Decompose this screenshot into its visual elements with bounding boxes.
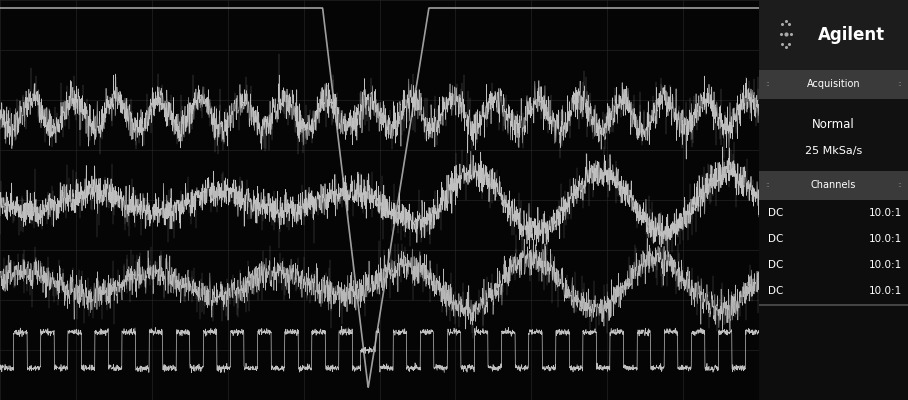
Text: Acquisition: Acquisition	[806, 80, 861, 90]
Text: 10.0:1: 10.0:1	[869, 208, 902, 218]
Text: Channels: Channels	[811, 180, 856, 190]
Text: ::: ::	[765, 182, 770, 188]
Text: DC: DC	[768, 286, 784, 296]
Text: DC: DC	[768, 208, 784, 218]
Text: 10.0:1: 10.0:1	[869, 234, 902, 244]
Bar	[759, 0, 908, 70]
Text: 25 MkSa/s: 25 MkSa/s	[804, 146, 863, 156]
Bar	[759, 99, 908, 171]
Text: Normal: Normal	[812, 118, 855, 130]
Text: DC: DC	[768, 260, 784, 270]
Text: ::: ::	[897, 82, 902, 88]
Text: ::: ::	[897, 182, 902, 188]
Text: 10.0:1: 10.0:1	[869, 286, 902, 296]
Bar	[759, 171, 908, 200]
Bar	[759, 70, 908, 99]
Text: ::: ::	[765, 82, 770, 88]
Bar	[759, 304, 908, 306]
Text: Agilent: Agilent	[818, 26, 885, 44]
Text: 10.0:1: 10.0:1	[869, 260, 902, 270]
Text: DC: DC	[768, 234, 784, 244]
